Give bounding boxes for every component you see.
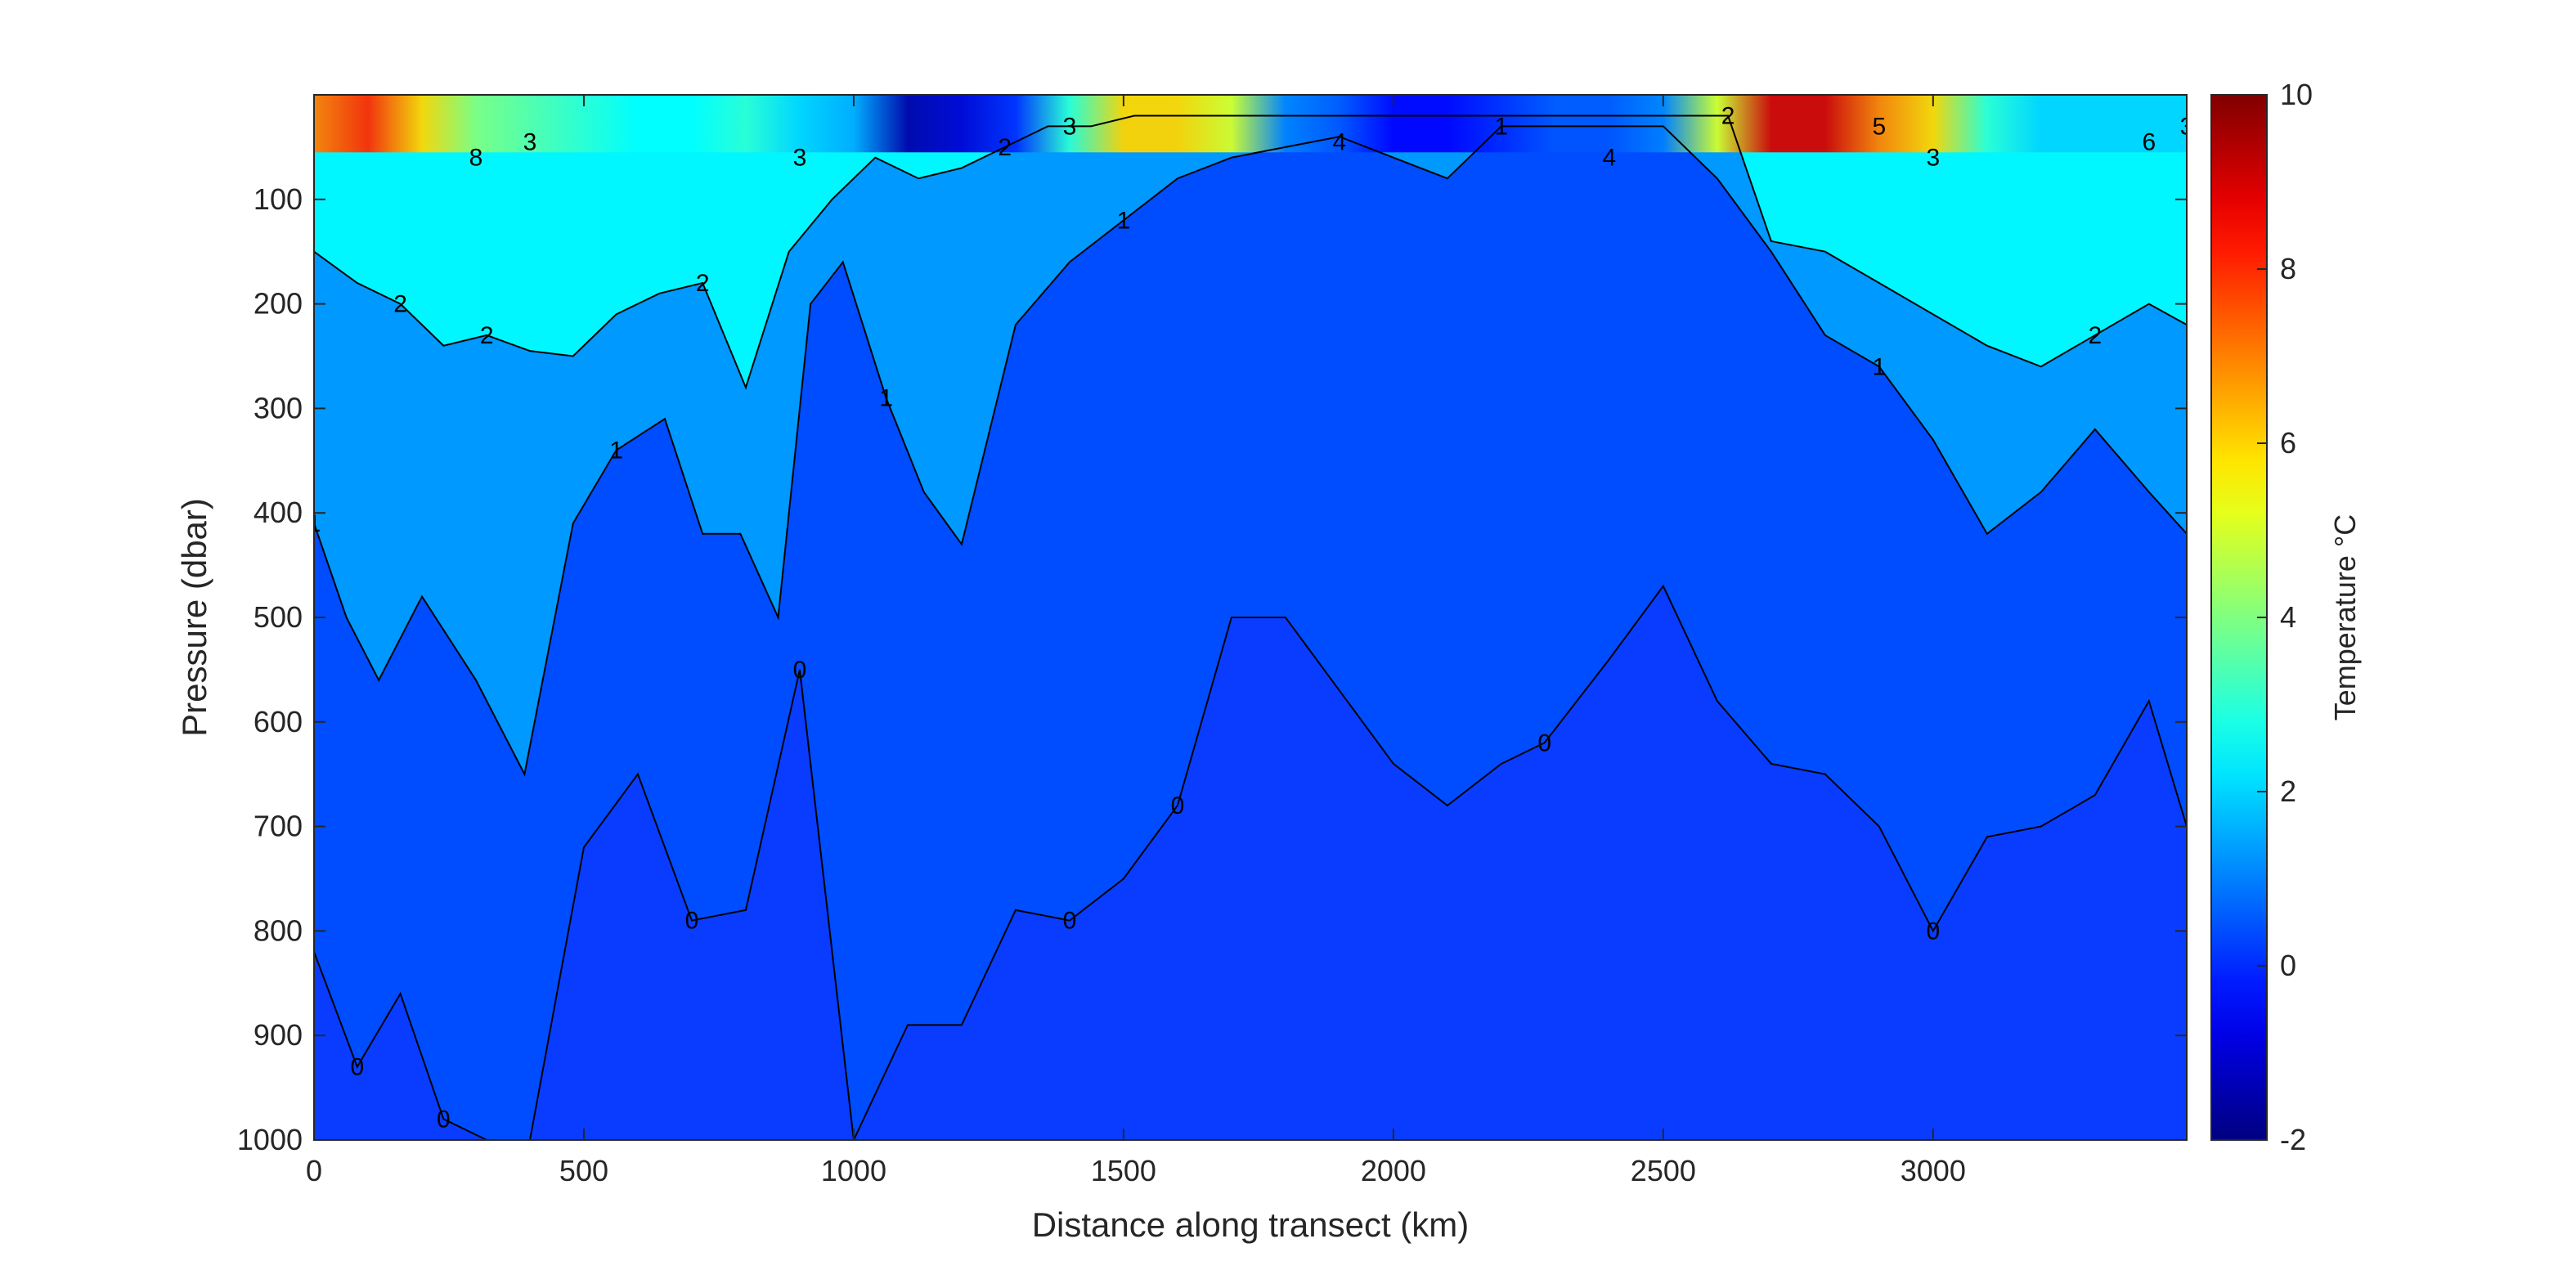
x-tick-label: 500 [559, 1154, 608, 1187]
colorbar-tick-label: 2 [2280, 774, 2296, 808]
contour-label: 8 [469, 145, 483, 172]
colorbar-ticks: -2 0 2 4 6 8 10 [2257, 78, 2313, 1156]
y-tick-label: 1000 [237, 1123, 303, 1156]
y-tick-label: 900 [254, 1018, 303, 1052]
x-tick-label: 1500 [1091, 1154, 1156, 1187]
y-tick-label: 800 [254, 913, 303, 947]
colorbar-tick-label: 8 [2280, 252, 2296, 285]
y-tick-label: 200 [254, 287, 303, 321]
contour-label: 2 [696, 270, 710, 297]
contour-label: 0 [685, 908, 699, 935]
y-tick-label: 300 [254, 391, 303, 424]
contour-label: 4 [1603, 145, 1617, 172]
contour-label: 0 [793, 657, 807, 684]
colorbar-label: Temperature °C [2328, 514, 2362, 721]
contour-label: 3 [2180, 113, 2194, 140]
y-tick-label: 500 [254, 600, 303, 634]
contour-label: 2 [393, 291, 407, 318]
y-tick-label: 700 [254, 810, 303, 843]
contour-line-2 [314, 114, 2187, 390]
y-tick-label: 400 [254, 496, 303, 529]
surface-layer [314, 95, 2187, 153]
contour-label: 2 [1721, 103, 1735, 130]
colorbar-tick-label: 6 [2280, 426, 2296, 460]
contour-label: 3 [1063, 113, 1077, 140]
colorbar-tick-label: 10 [2280, 78, 2313, 111]
band-above-2 [314, 95, 2187, 388]
contour-label: 1 [1872, 353, 1886, 380]
y-tick-label: 600 [254, 705, 303, 738]
colorbar-tick-label: 0 [2280, 949, 2296, 982]
contour-line-0 [314, 584, 2187, 1140]
x-axis-label: Distance along transect (km) [1032, 1205, 1470, 1244]
x-tick-label: 1000 [821, 1154, 886, 1187]
contour-label: 0 [350, 1054, 364, 1081]
contour-label: 1 [879, 385, 893, 412]
contour-label: 2 [998, 134, 1012, 161]
contour-label: 1 [307, 510, 321, 537]
contour-label: 1 [609, 438, 623, 464]
contour-label: 0 [1926, 918, 1940, 945]
contour-label: 3 [523, 129, 537, 156]
contour-lines [314, 114, 2187, 1140]
contour-label: 1 [1495, 113, 1509, 140]
contour-labels: 0 0 0 0 0 0 0 0 1 1 1 1 1 1 2 2 2 2 2 2 3 3 3 3 3 4 4 5 6 8 [307, 103, 2194, 1133]
colorbar: -2 0 2 4 6 8 10 Temperature °C [2210, 78, 2362, 1156]
y-axis-label: Pressure (dbar) [175, 498, 213, 737]
contour-label: 3 [1926, 145, 1940, 172]
contour-label: 2 [2088, 322, 2102, 349]
contour-label: 0 [1171, 792, 1185, 819]
contour-label: 1 [1117, 207, 1131, 234]
x-tick-label: 3000 [1901, 1154, 1966, 1187]
x-tick-label: 0 [306, 1154, 322, 1187]
x-tick-label: 2500 [1631, 1154, 1696, 1187]
contour-label: 3 [793, 145, 807, 172]
contour-label: 4 [1333, 129, 1347, 156]
plot-area: 0 0 0 0 0 0 0 0 1 1 1 1 1 1 2 2 2 2 2 2 3 3 3 3 3 4 4 5 6 8 [307, 95, 2194, 1140]
contour-label: 6 [2142, 129, 2156, 156]
y-tick-label: 100 [254, 182, 303, 216]
colorbar-tick-label: 4 [2280, 600, 2296, 634]
contour-label: 0 [437, 1106, 451, 1133]
contour-line-1 [314, 125, 2187, 777]
x-axis: 0 500 1000 1500 2000 2500 3000 [306, 95, 1966, 1187]
contour-label: 2 [480, 322, 494, 349]
contour-label: 5 [1872, 113, 1886, 140]
contour-label: 0 [1063, 908, 1077, 935]
colorbar-tick-label: -2 [2280, 1123, 2306, 1156]
x-tick-label: 2000 [1361, 1154, 1426, 1187]
contour-label: 0 [1537, 729, 1551, 756]
